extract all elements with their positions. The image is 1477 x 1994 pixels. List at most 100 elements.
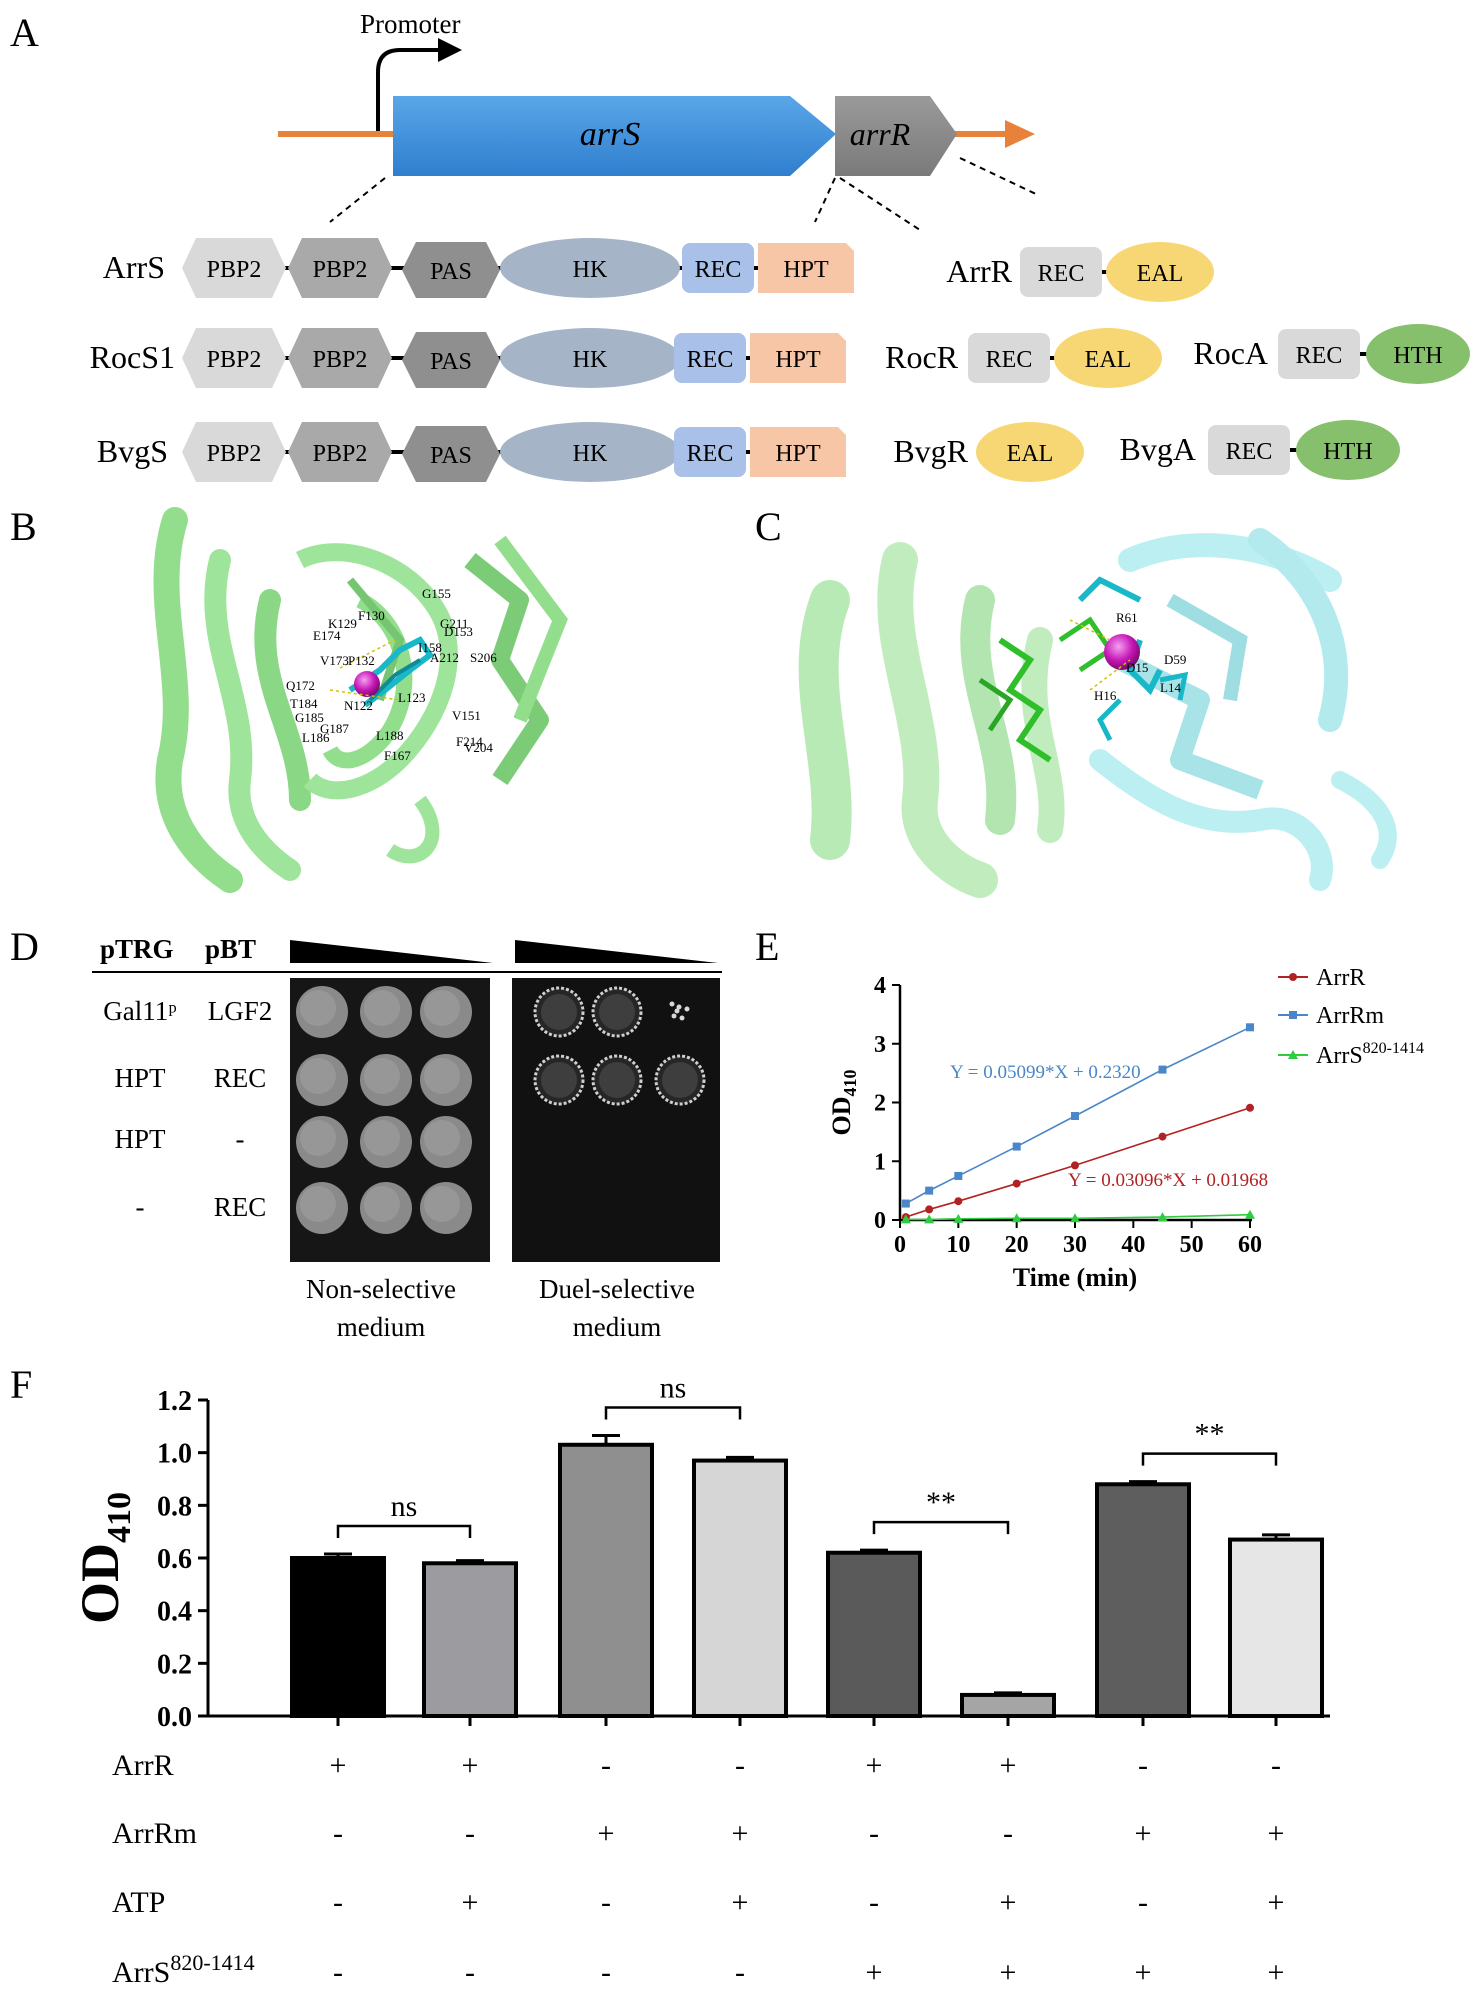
bar xyxy=(290,1556,386,1718)
condition-label: ArrS820-1414 xyxy=(112,1950,255,1989)
condition-value: + xyxy=(866,1956,883,1989)
domain-label: REC xyxy=(1226,439,1273,465)
colony-spot-selective-inner xyxy=(662,1062,698,1098)
domain-label: HK xyxy=(573,257,608,283)
residue-label: S206 xyxy=(470,650,497,665)
pbt-label: - xyxy=(236,1124,245,1154)
y-tick-label: 1 xyxy=(874,1149,886,1175)
colony-spot-highlight xyxy=(300,1186,336,1222)
domain-hpt-shape xyxy=(750,333,846,383)
domain-eal-shape xyxy=(1106,242,1214,302)
residue-label: P132 xyxy=(348,653,375,668)
legend-marker xyxy=(1289,973,1297,981)
residue-label: L123 xyxy=(398,690,425,705)
x-axis-label: Time (min) xyxy=(1013,1263,1137,1292)
residue-label: G187 xyxy=(320,721,349,736)
condition-value: + xyxy=(462,1886,479,1919)
significance-bracket xyxy=(336,1524,472,1539)
panel-letter-b: B xyxy=(10,504,37,549)
residue-label: V173 xyxy=(320,653,349,668)
residue-label: V204 xyxy=(464,740,493,755)
condition-value: - xyxy=(333,1956,343,1989)
domain-label: HPT xyxy=(783,257,829,283)
domain-label: PBP2 xyxy=(207,441,262,467)
residue-label: G185 xyxy=(295,710,324,725)
protein-name: BvgA xyxy=(1120,431,1196,467)
condition-value: + xyxy=(330,1749,347,1782)
condition-value: + xyxy=(1268,1956,1285,1989)
guide-line xyxy=(839,177,921,231)
domain-rec-shape xyxy=(1020,247,1102,297)
data-point-2 xyxy=(1070,1213,1080,1223)
significance-bracket xyxy=(604,1406,742,1420)
domain-pas-shape xyxy=(402,242,500,298)
condition-value: - xyxy=(601,1886,611,1919)
y-axis-label-sub: 410 xyxy=(101,1492,138,1543)
residue-label: D15 xyxy=(1126,660,1148,675)
guide-line xyxy=(959,157,1039,196)
condition-value: - xyxy=(465,1817,475,1850)
protein-name: BvgS xyxy=(97,433,168,469)
y-tick-label: 1.2 xyxy=(157,1386,192,1417)
domain-label: HK xyxy=(573,347,608,373)
protein-name: ArrS xyxy=(103,249,165,285)
condition-label: ArrRm xyxy=(112,1817,197,1850)
protein-structure-b xyxy=(153,507,568,893)
protein-name: RocS1 xyxy=(90,339,175,375)
domain-label: REC xyxy=(687,441,734,467)
data-point-2 xyxy=(1011,1213,1022,1223)
y-axis-label-sub: 410 xyxy=(840,1070,860,1097)
domain-label: REC xyxy=(687,347,734,373)
guide-line xyxy=(814,177,836,223)
condition-value: - xyxy=(465,1956,475,1989)
domain-label: PAS xyxy=(430,443,472,469)
residue-label: G211 xyxy=(440,616,468,631)
domain-eal-shape xyxy=(976,422,1084,482)
dna-arrowhead xyxy=(1005,120,1035,148)
panel-letter-e: E xyxy=(755,924,779,969)
domain-pbp2-shape xyxy=(182,328,286,388)
domain-label: HPT xyxy=(775,441,821,467)
y-tick-label: 2 xyxy=(874,1091,886,1117)
domain-rec-shape xyxy=(674,333,746,383)
data-point-1 xyxy=(925,1186,934,1195)
data-point-2 xyxy=(1157,1212,1168,1222)
residue-label: L188 xyxy=(376,728,403,743)
promoter-label: Promoter xyxy=(360,9,461,39)
panel-letter-d: D xyxy=(10,924,39,969)
panel-f: F 0.0 0.2 0.4 0.6 0.8 1.0 1.2 OD410 ns ns ** ** ArrR… xyxy=(10,1362,1330,1989)
data-point-2 xyxy=(1245,1209,1255,1219)
condition-value: - xyxy=(333,1817,343,1850)
chart-e: 0 10 20 30 40 50 60 0 1 2 3 4 Time (min) OD410 Y = 0.0… xyxy=(827,965,1424,1292)
ptrg-label: Gal11ᵖ xyxy=(103,996,176,1026)
residue-label: G155 xyxy=(422,586,451,601)
condition-value: - xyxy=(1138,1749,1148,1782)
colony-speck xyxy=(684,1006,690,1012)
condition-value: - xyxy=(333,1886,343,1919)
residue-label: H16 xyxy=(1094,688,1117,703)
y-tick-label: 0.2 xyxy=(157,1649,192,1680)
domain-label: PBP2 xyxy=(313,257,368,283)
domain-hpt-shape xyxy=(750,427,846,477)
domain-pbp2-shape xyxy=(288,328,392,388)
data-point-0 xyxy=(925,1205,934,1214)
data-point-0 xyxy=(954,1197,963,1206)
panel-letter-f: F xyxy=(10,1362,32,1407)
metal-ion-c xyxy=(1104,634,1140,670)
colony-speck xyxy=(676,1004,682,1010)
colony-spot-highlight xyxy=(364,1186,400,1222)
condition-value: + xyxy=(598,1817,615,1850)
bar xyxy=(558,1442,654,1719)
data-point-0 xyxy=(1158,1132,1167,1141)
colony-spot-highlight xyxy=(424,990,460,1026)
data-point-2 xyxy=(900,1214,911,1224)
domain-label: EAL xyxy=(1137,261,1184,287)
y-tick-label: 0.6 xyxy=(157,1544,192,1575)
domain-hk-shape xyxy=(500,328,680,388)
condition-value: - xyxy=(869,1817,879,1850)
condition-value: - xyxy=(735,1749,745,1782)
medium-label-nonselective-1: Non-selective xyxy=(306,1274,456,1304)
domain-eal-shape xyxy=(1054,328,1162,388)
y-tick-label: 1.0 xyxy=(157,1439,192,1470)
